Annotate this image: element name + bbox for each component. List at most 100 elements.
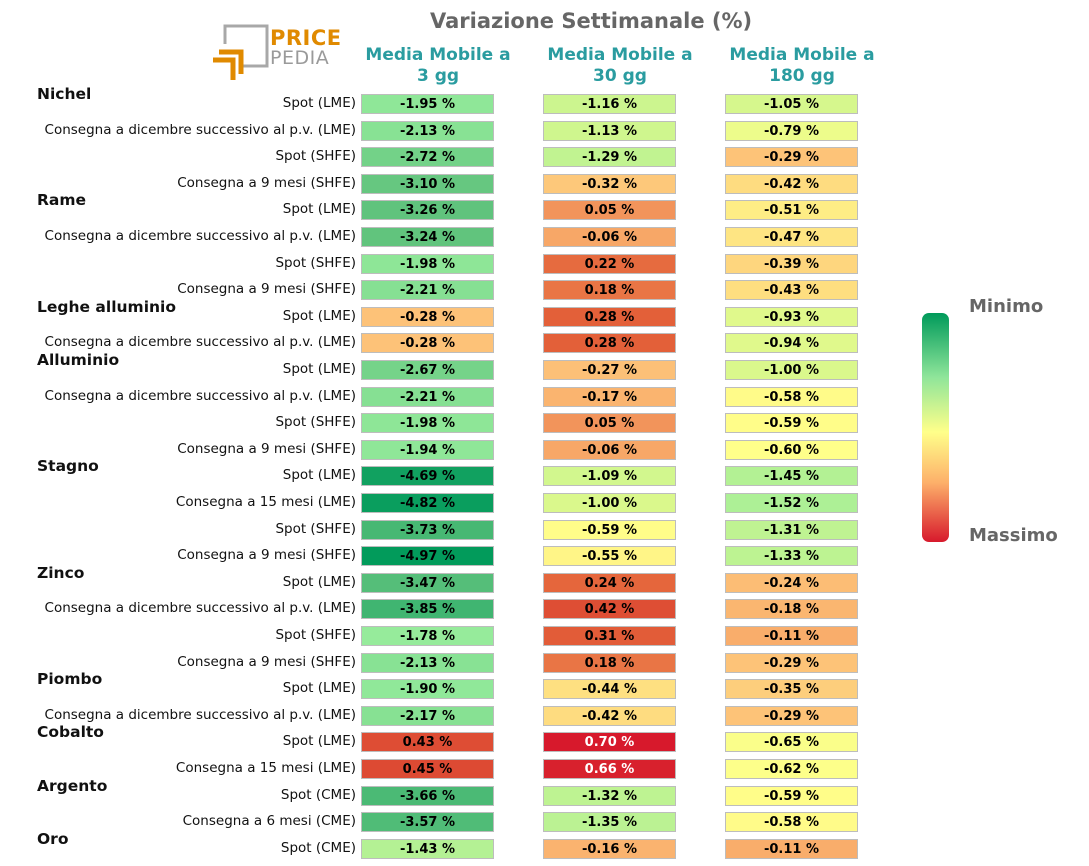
heatmap-cell: -0.42 %: [725, 173, 858, 194]
row-label: Consegna a 9 mesi (SHFE): [177, 174, 356, 191]
heatmap-cell: -0.32 %: [543, 173, 676, 194]
heatmap-cell: -4.69 %: [361, 466, 494, 487]
heatmap-cell: -0.93 %: [725, 306, 858, 327]
heatmap-cell: 0.05 %: [543, 200, 676, 221]
row-label: Spot (LME): [282, 361, 356, 377]
heatmap-cell: -0.28 %: [361, 333, 494, 354]
heatmap-cell: -2.67 %: [361, 360, 494, 380]
heatmap-cell: -0.42 %: [543, 705, 676, 726]
row-label: Spot (SHFE): [275, 254, 356, 271]
heatmap-cell: -1.45 %: [725, 466, 858, 487]
heatmap-cell: -1.29 %: [543, 147, 676, 168]
heatmap-cell: -2.21 %: [361, 280, 494, 301]
heatmap-cell: -1.94 %: [361, 439, 494, 460]
heatmap-cell: 0.22 %: [543, 253, 676, 274]
heatmap-cell: -0.35 %: [725, 679, 858, 700]
heatmap-cell: -4.97 %: [361, 546, 494, 567]
heatmap-cell: -1.95 %: [361, 94, 494, 114]
row-label: Consegna a dicembre successivo al p.v. (…: [44, 334, 356, 351]
heatmap-cell: -1.33 %: [725, 546, 858, 567]
row-label: Consegna a 15 mesi (LME): [175, 494, 356, 510]
column-header-180gg: Media Mobile a 180 gg: [729, 45, 875, 86]
color-scale-bar: [922, 313, 949, 542]
heatmap-cell: -0.47 %: [725, 227, 858, 247]
heatmap-cell: -1.00 %: [543, 493, 676, 513]
heatmap-cell: -4.82 %: [361, 493, 494, 513]
row-label: Spot (SHFE): [275, 414, 356, 431]
heatmap-cell: 0.28 %: [543, 333, 676, 354]
group-label: Nichel: [37, 85, 92, 103]
heatmap-cell: -1.98 %: [361, 253, 494, 274]
heatmap-cell: -0.79 %: [725, 120, 858, 141]
row-label: Consegna a dicembre successivo al p.v. (…: [44, 706, 356, 723]
heatmap-cell: -0.06 %: [543, 439, 676, 460]
heatmap-cell: -0.94 %: [725, 333, 858, 354]
row-label: Spot (CME): [280, 786, 356, 803]
heatmap-cell: -2.21 %: [361, 386, 494, 407]
heatmap-cell: -2.13 %: [361, 120, 494, 141]
heatmap-cell: -1.05 %: [725, 94, 858, 114]
group-label: Alluminio: [37, 351, 120, 369]
group-label: Leghe alluminio: [37, 297, 177, 316]
legend-min-label: Minimo: [969, 296, 1044, 317]
heatmap-cell: -1.52 %: [725, 493, 858, 513]
heatmap-cell: -0.65 %: [725, 732, 858, 753]
row-label: Spot (LME): [282, 467, 356, 484]
heatmap-cell: -0.59 %: [725, 785, 858, 806]
heatmap-cell: -1.16 %: [543, 94, 676, 114]
heatmap-cell: -0.11 %: [725, 838, 858, 859]
heatmap-cell: -1.13 %: [543, 120, 676, 141]
heatmap-cell: -0.39 %: [725, 253, 858, 274]
heatmap-cell: -1.00 %: [725, 360, 858, 380]
row-label: Consegna a dicembre successivo al p.v. (…: [44, 228, 356, 244]
heatmap-cell: -0.62 %: [725, 759, 858, 779]
heatmap-cell: 0.45 %: [361, 759, 494, 779]
group-label: Piombo: [37, 670, 103, 689]
heatmap-cell: -0.59 %: [543, 519, 676, 540]
row-label: Consegna a 9 mesi (SHFE): [177, 653, 356, 670]
heatmap-cell: -1.35 %: [543, 812, 676, 833]
heatmap-cell: -0.60 %: [725, 439, 858, 460]
row-label: Consegna a dicembre successivo al p.v. (…: [44, 600, 356, 617]
heatmap-cell: -1.78 %: [361, 626, 494, 646]
heatmap-cell: -3.10 %: [361, 173, 494, 194]
heatmap-cell: -0.18 %: [725, 599, 858, 620]
heatmap-cell: -0.28 %: [361, 306, 494, 327]
chart-title: Variazione Settimanale (%): [430, 9, 753, 33]
logo-text-price: PRICE: [270, 26, 342, 50]
heatmap-cell: 0.18 %: [543, 280, 676, 301]
row-label: Spot (SHFE): [275, 520, 356, 537]
heatmap-cell: -2.13 %: [361, 652, 494, 673]
heatmap-cell: -0.29 %: [725, 147, 858, 168]
heatmap-cell: -2.17 %: [361, 705, 494, 726]
row-label: Spot (LME): [282, 201, 356, 218]
heatmap-cell: 0.24 %: [543, 572, 676, 593]
row-label: Spot (LME): [282, 733, 356, 750]
row-label: Consegna a dicembre successivo al p.v. (…: [44, 387, 356, 404]
heatmap-cell: 0.31 %: [543, 626, 676, 646]
heatmap-cell: -0.29 %: [725, 652, 858, 673]
heatmap-cell: -3.73 %: [361, 519, 494, 540]
row-label: Spot (LME): [282, 573, 356, 590]
column-header-30gg: Media Mobile a 30 gg: [547, 45, 693, 86]
legend-max-label: Massimo: [969, 525, 1058, 546]
heatmap-cell: -1.43 %: [361, 838, 494, 859]
heatmap-cell: -0.27 %: [543, 360, 676, 380]
heatmap-cell: -3.57 %: [361, 812, 494, 833]
heatmap-cell: -0.55 %: [543, 546, 676, 567]
row-label: Consegna a 6 mesi (CME): [182, 813, 356, 830]
heatmap-cell: -1.32 %: [543, 785, 676, 806]
heatmap-cell: -0.43 %: [725, 280, 858, 301]
group-label: Stagno: [37, 457, 99, 476]
logo-text-pedia: PEDIA: [270, 47, 330, 69]
heatmap-cell: -0.51 %: [725, 200, 858, 221]
row-label: Spot (LME): [282, 307, 356, 324]
heatmap-cell: -0.44 %: [543, 679, 676, 700]
group-label: Rame: [37, 191, 87, 210]
heatmap-cell: -3.26 %: [361, 200, 494, 221]
heatmap-cell: 0.42 %: [543, 599, 676, 620]
heatmap-cell: 0.66 %: [543, 759, 676, 779]
heatmap-cell: -0.58 %: [725, 812, 858, 833]
heatmap-cell: -3.47 %: [361, 572, 494, 593]
